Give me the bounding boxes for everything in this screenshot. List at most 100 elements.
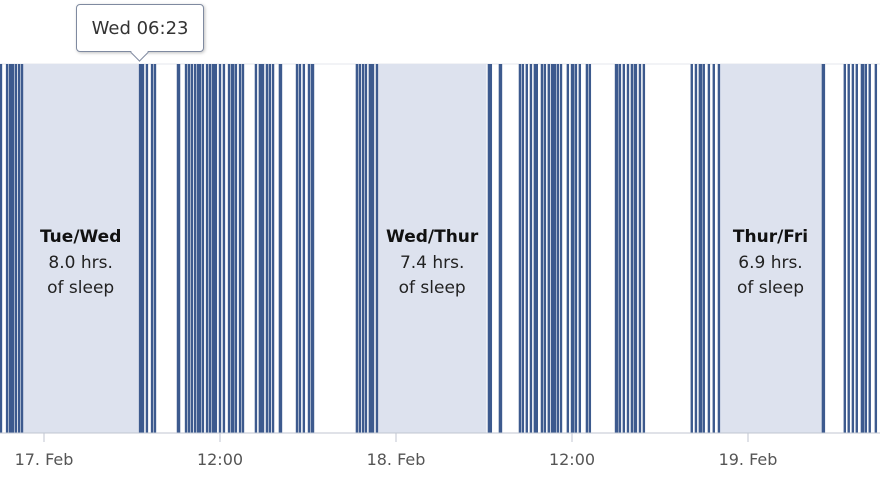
activity-event-mark (184, 64, 188, 433)
activity-event-mark (193, 64, 197, 433)
sleep-band-title: Wed/Thur (386, 227, 479, 247)
activity-event-mark (487, 64, 491, 433)
activity-event-mark (261, 64, 265, 433)
activity-event-mark (222, 64, 226, 433)
sleep-band-hours: 6.9 hrs. (738, 253, 802, 273)
sleep-band-suffix: of sleep (47, 278, 114, 298)
activity-event-mark (556, 64, 560, 433)
sleep-band-hours: 7.4 hrs. (400, 253, 464, 273)
activity-event-mark (630, 64, 634, 433)
activity-event-mark (230, 64, 235, 433)
activity-event-mark (698, 64, 703, 433)
sleep-band (22, 64, 140, 433)
activity-event-mark (588, 64, 592, 433)
x-axis-ticks: 17. Feb 12:00 18. Feb 12:00 19. Feb (15, 433, 778, 469)
activity-event-mark (238, 64, 242, 433)
activity-event-mark (234, 64, 238, 433)
activity-event-mark (218, 64, 222, 433)
activity-event-mark (310, 64, 315, 433)
activity-event-mark (198, 64, 202, 433)
activity-event-mark (268, 64, 272, 433)
activity-event-mark (642, 64, 646, 433)
activity-event-mark (489, 64, 493, 433)
activity-event-mark (707, 64, 711, 433)
activity-event-mark (570, 64, 575, 433)
activity-event-mark (622, 64, 626, 433)
activity-event-mark (150, 64, 154, 433)
activity-event-mark (17, 64, 21, 433)
activity-event-mark (543, 64, 547, 433)
activity-event-mark (375, 64, 379, 433)
activity-event-mark (214, 64, 218, 433)
activity-event-mark (618, 64, 622, 433)
activity-event-mark (211, 64, 216, 433)
activity-event-mark (614, 64, 619, 433)
sleep-band (377, 64, 487, 433)
activity-event-mark (540, 64, 544, 433)
activity-event-mark (298, 64, 302, 433)
activity-event-mark (278, 64, 283, 433)
activity-event-mark (20, 64, 24, 433)
x-tick-label: 17. Feb (15, 450, 74, 469)
activity-event-mark (371, 64, 375, 433)
activity-event-mark (847, 64, 850, 433)
activity-event-mark (559, 64, 563, 433)
activity-event-mark (8, 64, 13, 433)
activity-event-mark (855, 64, 858, 433)
activity-event-mark (638, 64, 642, 433)
activity-event-mark (141, 64, 145, 433)
activity-event-mark (585, 64, 589, 433)
activity-event-mark (0, 64, 3, 433)
activity-event-mark (187, 64, 191, 433)
activity-event-mark (633, 64, 638, 433)
activity-event-mark (525, 64, 528, 433)
sleep-band-suffix: of sleep (737, 278, 804, 298)
sleep-band-suffix: of sleep (399, 278, 466, 298)
activity-event-mark (712, 64, 715, 433)
activity-event-mark (843, 64, 846, 433)
x-tick-label: 12:00 (549, 450, 595, 469)
activity-event-mark (265, 64, 269, 433)
activity-event-mark (535, 64, 538, 433)
activity-event-mark (307, 64, 311, 433)
tooltip: Wed 06:23 (76, 4, 205, 62)
activity-event-mark (364, 64, 368, 433)
activity-event-mark (153, 64, 157, 433)
activity-event-mark (550, 64, 555, 433)
activity-event-mark (717, 64, 721, 433)
activity-event-mark (254, 64, 258, 433)
sleep-band (719, 64, 822, 433)
activity-event-mark (145, 64, 149, 433)
x-tick-label: 18. Feb (367, 450, 426, 469)
sleep-band-title: Thur/Fri (733, 227, 808, 247)
activity-event-mark (518, 64, 522, 433)
activity-event-mark (498, 64, 503, 433)
activity-event-mark (529, 64, 533, 433)
activity-event-mark (271, 64, 275, 433)
activity-event-mark (864, 64, 868, 433)
activity-event-mark (138, 64, 143, 433)
activity-event-mark (694, 64, 698, 433)
activity-event-mark (361, 64, 365, 433)
activity-event-mark (521, 64, 525, 433)
tooltip-text: Wed 06:23 (91, 17, 189, 39)
activity-event-mark (190, 64, 194, 433)
activity-event-mark (821, 64, 826, 433)
activity-event-mark (368, 64, 373, 433)
activity-event-mark (851, 64, 855, 433)
x-tick-label: 19. Feb (719, 450, 778, 469)
activity-event-mark (14, 64, 18, 433)
activity-event-mark (201, 64, 205, 433)
activity-event-mark (205, 64, 209, 433)
activity-event-mark (241, 64, 245, 433)
activity-event-mark (355, 64, 359, 433)
activity-event-mark (626, 64, 630, 433)
activity-event-mark (874, 64, 878, 433)
sleep-band-title: Tue/Wed (40, 227, 121, 247)
activity-event-mark (208, 64, 212, 433)
activity-event-mark (5, 64, 9, 433)
sleep-band-hours: 8.0 hrs. (48, 253, 112, 273)
activity-event-mark (860, 64, 865, 433)
activity-event-mark (302, 64, 306, 433)
